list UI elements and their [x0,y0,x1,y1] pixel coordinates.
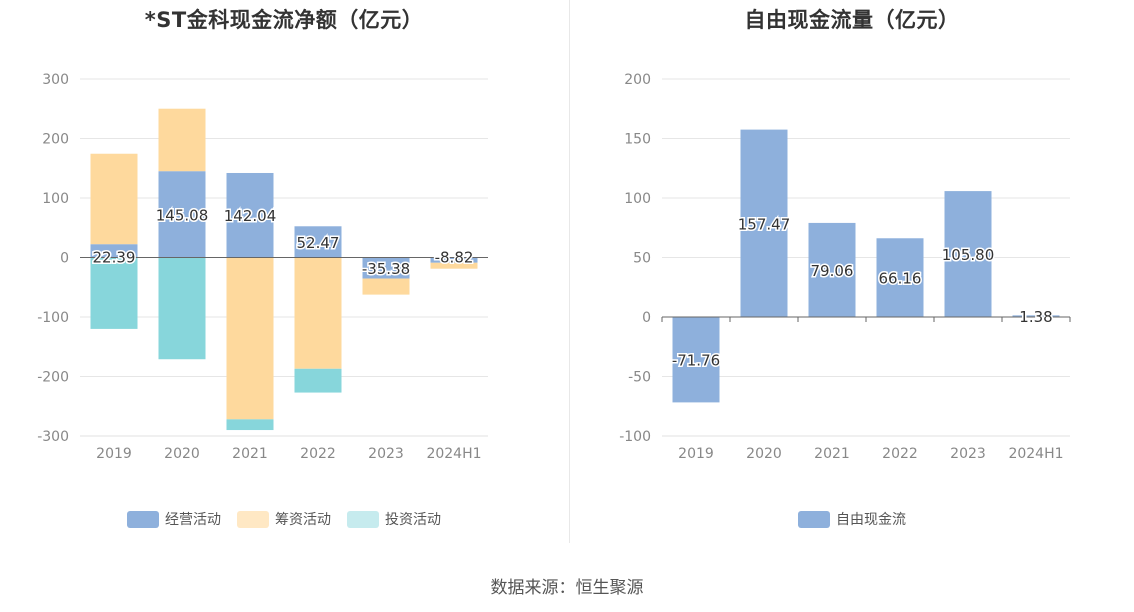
bar-经营活动-2021[interactable] [226,172,274,258]
y-tick-label: 100 [42,191,69,207]
legend-label-financing: 筹资活动 [275,512,331,528]
bar-投资活动-2019[interactable] [90,257,138,329]
bar-筹资活动-2023[interactable] [362,278,410,295]
x-tick-label: 2021 [232,446,268,462]
x-tick-label: 2022 [300,446,336,462]
bar-自由现金流-2019[interactable] [672,317,720,403]
y-tick-label: 200 [42,132,69,148]
x-tick-label: 2022 [882,446,918,462]
bar-自由现金流-2024H1[interactable] [1012,315,1060,317]
data-label: -71.76 [672,352,720,370]
legend-item-financing[interactable]: 筹资活动 [237,509,331,529]
bar-自由现金流-2020[interactable] [740,129,788,317]
y-tick-label: -200 [37,370,69,386]
y-tick-label: -100 [619,429,651,445]
bar-自由现金流-2021[interactable] [808,222,856,317]
data-label: 52.47 [297,234,340,252]
bar-投资活动-2022[interactable] [294,368,342,393]
bar-筹资活动-2020[interactable] [158,108,206,172]
y-tick-label: 200 [624,72,651,88]
x-tick-label: 2024H1 [426,446,481,462]
y-tick-label: -50 [628,370,651,386]
legend-swatch-free-cashflow [798,510,830,528]
bar-自由现金流-2022[interactable] [876,238,924,317]
y-tick-label: 100 [624,191,651,207]
x-tick-label: 2023 [368,446,404,462]
bar-筹资活动-2021[interactable] [226,257,274,420]
data-source-note: 数据来源：恒生聚源 [490,578,644,598]
y-tick-label: -300 [37,429,69,445]
data-label: 157.47 [738,215,791,233]
legend-swatch-operating [127,510,159,528]
data-label: 22.39 [93,249,136,267]
data-label: -8.82 [435,249,474,267]
bar-投资活动-2020[interactable] [158,257,206,360]
legend-item-operating[interactable]: 经营活动 [127,509,221,529]
data-label: 1.38 [1019,308,1052,326]
data-label: 142.04 [224,207,277,225]
x-tick-label: 2019 [678,446,714,462]
free-cashflow-chart-title: 自由现金流量（亿元） [744,8,960,32]
free-cashflow-chart-panel: 自由现金流量（亿元） 200 150 100 50 0 -50 -100 2019 2020 20… [570,0,1134,545]
data-label: -35.38 [362,260,410,278]
free-cashflow-chart-svg: 200 150 100 50 0 -50 -100 2019 2020 2021 2022 2023 2… [619,72,1071,462]
data-label: 79.06 [811,262,854,280]
y-tick-label: -100 [37,310,69,326]
bar-筹资活动-2022[interactable] [294,257,342,369]
x-tick-label: 2020 [746,446,782,462]
y-tick-label: 300 [42,72,69,88]
data-label: 66.16 [879,270,922,288]
legend-label-free-cashflow: 自由现金流 [836,512,906,528]
bar-经营活动-2019[interactable] [90,244,138,258]
legend-swatch-financing [237,510,269,528]
bar-经营活动-2022[interactable] [294,226,342,258]
legend-label-investing: 投资活动 [385,512,441,528]
cashflow-chart-svg: 300 200 100 0 -100 -200 -300 2019 2020 2021 2022 20… [37,72,488,462]
bar-经营活动-2023[interactable] [362,257,410,279]
legend-label-operating: 经营活动 [165,512,221,528]
bar-经营活动-2020[interactable] [158,171,206,258]
cashflow-chart-title: *ST金科现金流净额（亿元） [144,8,424,32]
data-label: 145.08 [156,206,209,224]
y-tick-label: 150 [624,132,651,148]
x-tick-label: 2023 [950,446,986,462]
cashflow-legend: 经营活动 筹资活动 投资活动 [0,509,568,529]
bar-投资活动-2021[interactable] [226,419,274,431]
legend-swatch-investing [347,510,379,528]
legend-item-investing[interactable]: 投资活动 [347,509,441,529]
legend-item-free-cashflow[interactable]: 自由现金流 [798,509,906,529]
data-label: 105.80 [942,246,995,264]
y-tick-label: 0 [642,310,651,326]
x-tick-label: 2020 [164,446,200,462]
bar-筹资活动-2019[interactable] [90,153,138,245]
bar-自由现金流-2023[interactable] [944,191,992,317]
y-tick-label: 0 [60,251,69,267]
bar-筹资活动-2024H1[interactable] [430,262,478,269]
panel-divider [569,0,570,543]
x-tick-label: 2019 [96,446,132,462]
x-tick-label: 2021 [814,446,850,462]
bar-经营活动-2024H1[interactable] [430,257,478,263]
x-tick-label: 2024H1 [1008,446,1063,462]
cashflow-chart-panel: *ST金科现金流净额（亿元） 300 200 100 0 -100 -200 -300 201… [0,0,568,545]
free-cashflow-legend: 自由现金流 [570,509,1134,529]
y-tick-label: 50 [633,251,651,267]
